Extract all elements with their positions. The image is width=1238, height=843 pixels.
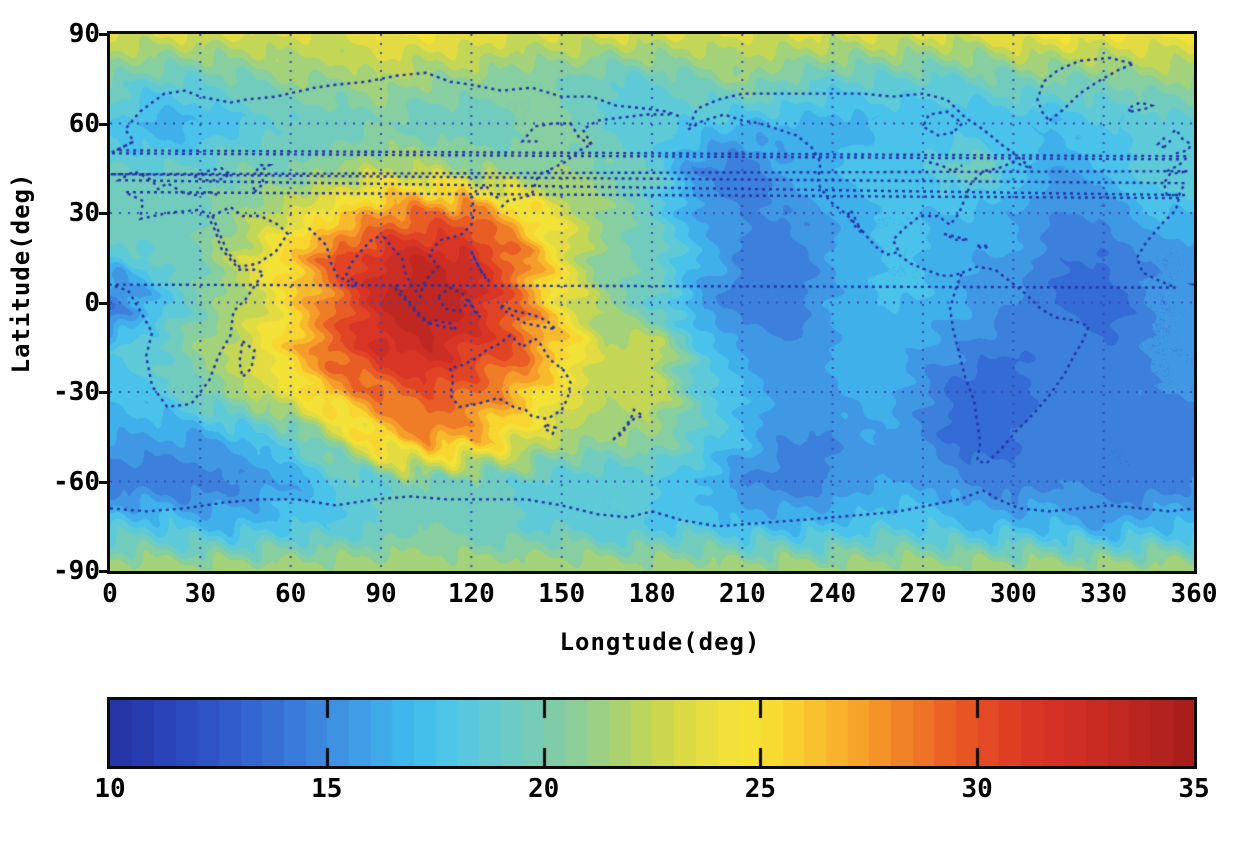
x-axis-label: Longtude(deg) [559,628,761,656]
y-axis-tickmark [99,391,108,394]
y-tick-label: 30 [68,198,100,228]
colorbar-tick-label: 15 [311,774,343,804]
y-axis-tickmark [99,301,108,305]
colorbar-tick-label: 30 [961,774,993,804]
y-tick-label: -30 [53,377,100,407]
x-tick-label: 180 [628,579,676,609]
colorbar-frame [107,697,1197,769]
y-axis-tickmark [99,480,108,484]
y-axis-tickmark [99,122,108,126]
x-tick-label: 240 [809,579,857,609]
colorbar-tick-label: 10 [94,774,126,804]
colorbar-canvas [110,700,1194,766]
x-tick-label: 360 [1170,579,1218,609]
colorbar-tick-label: 20 [527,774,560,804]
y-tick-label: 0 [84,287,100,318]
colorbar-tick-label: 35 [1178,774,1210,804]
map-frame [107,31,1197,574]
y-tick-label: 60 [68,108,100,139]
y-tick-label: -60 [53,466,100,497]
x-tick-label: 300 [989,579,1037,609]
x-tick-label: 150 [538,579,586,609]
x-tick-label: 0 [102,579,118,609]
x-tick-label: 90 [365,579,397,609]
y-tick-label: 90 [68,19,100,49]
y-tick-label: -90 [53,556,100,586]
x-tick-label: 210 [718,579,766,609]
y-axis-tickmark [99,570,108,573]
x-tick-label: 60 [275,579,307,609]
y-axis-tickmark [99,212,108,215]
x-tick-label: 270 [899,579,947,609]
y-axis-tickmark [99,33,108,36]
x-tick-label: 30 [184,579,216,609]
map-canvas [110,34,1194,571]
y-axis-label: Latitude(deg) [7,172,35,374]
x-tick-label: 330 [1080,579,1128,609]
colorbar-tick-label: 25 [744,774,777,804]
x-tick-label: 120 [447,579,495,609]
